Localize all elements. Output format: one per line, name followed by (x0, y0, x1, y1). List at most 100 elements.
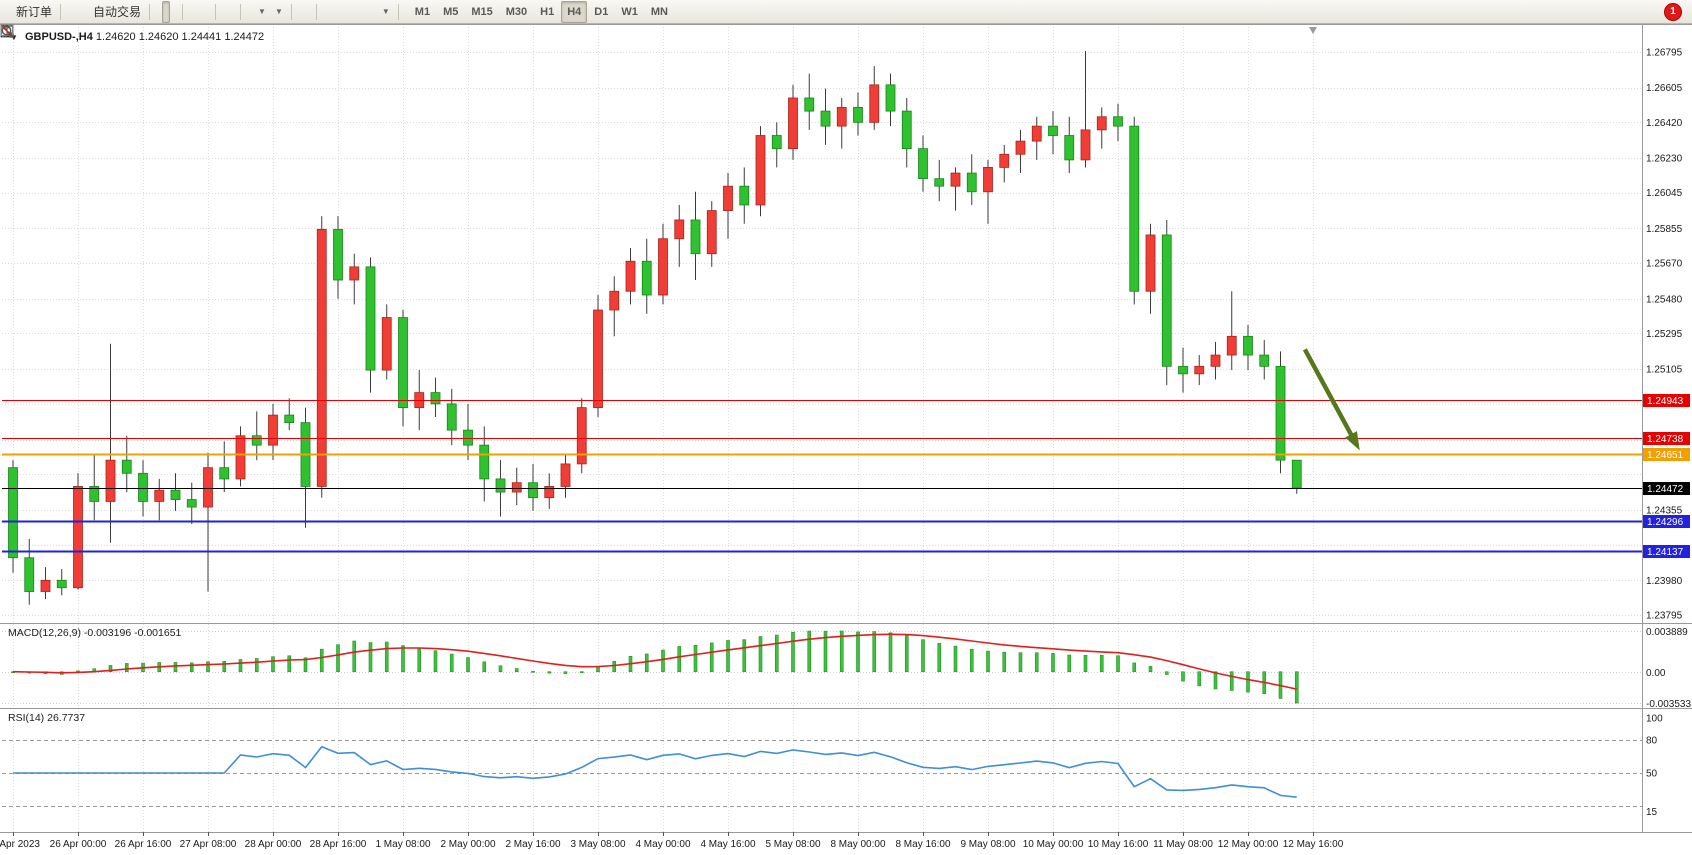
candle-body (170, 489, 181, 500)
candle (1064, 116, 1075, 174)
support-button[interactable] (2, 1, 89, 36)
search-button[interactable] (1, 1, 1658, 39)
candle-body (901, 110, 912, 150)
notification-badge[interactable]: 1 (1664, 2, 1682, 21)
tile-windows-button[interactable] (0, 1, 211, 38)
macd-bar (222, 661, 227, 673)
time-label: 4 May 16:00 (700, 839, 755, 850)
macd-bar (1181, 671, 1185, 682)
timeframe-button-m5[interactable]: M5 (443, 5, 459, 18)
channel-button[interactable] (0, 1, 353, 38)
zoom-in-button[interactable] (1, 1, 195, 38)
svg-text:1.26230: 1.26230 (1646, 154, 1683, 165)
time-label: 28 Apr 00:00 (245, 839, 302, 850)
rsi-axis-label: 80 (1646, 736, 1658, 747)
timeframe-button-h1[interactable]: H1 (540, 5, 555, 18)
candle-body (316, 228, 327, 487)
candle (1243, 325, 1253, 371)
trendline-button[interactable] (1, 1, 345, 37)
auto-trading-button[interactable]: 自动交易 (0, 1, 145, 38)
macd-bar (579, 671, 584, 673)
indicators-button[interactable] (0, 1, 253, 37)
timeframe-button-m1[interactable]: M1 (414, 5, 431, 18)
candle-body (1194, 365, 1205, 375)
macd-bar (547, 671, 552, 674)
timeframe-button-h4[interactable]: H4 (561, 0, 588, 23)
svg-text:1.23980: 1.23980 (1646, 576, 1683, 587)
time-label: 28 Apr 16:00 (310, 839, 367, 850)
templates-button[interactable]: ▼ (1, 1, 287, 37)
macd-bar (791, 631, 795, 673)
horizontal-line-button[interactable] (1, 1, 337, 32)
candle (755, 126, 766, 217)
line-chart-button[interactable] (0, 1, 178, 36)
candle (625, 248, 636, 305)
macd-bar (774, 634, 779, 673)
candle-body (105, 459, 116, 502)
candle-body (446, 403, 457, 431)
new-order-button[interactable]: 新订单 (0, 1, 56, 38)
candle-body (219, 467, 230, 480)
zoom-out-button[interactable] (1, 1, 203, 38)
candle (365, 257, 376, 393)
profile-button[interactable] (0, 1, 81, 38)
candle (918, 135, 928, 192)
candlestick-chart-button[interactable] (2, 0, 171, 37)
candle (674, 204, 685, 267)
candle (316, 216, 327, 498)
candle (804, 73, 815, 130)
macd-bar (108, 665, 113, 673)
macd-bar (1034, 652, 1039, 673)
macd-bar (531, 671, 535, 673)
candle (885, 73, 896, 127)
timeframe-button-d1[interactable]: D1 (594, 5, 609, 18)
svg-text:1.26795: 1.26795 (1646, 48, 1683, 59)
text-label-button[interactable]: T (1, 1, 377, 36)
macd-bar (1067, 654, 1072, 673)
crosshair-button[interactable] (1, 1, 312, 37)
chart-canvas[interactable]: 1.24943 1.24738 1.24651 1.24472 1.24296 1.241… (0, 24, 1692, 855)
expert-advisors-button[interactable] (0, 1, 73, 38)
macd-bar (839, 630, 844, 673)
svg-text:1.24355: 1.24355 (1646, 505, 1683, 516)
chart-shift-button[interactable] (2, 1, 236, 36)
bar-chart-button[interactable] (1, 1, 162, 36)
candle (24, 538, 35, 605)
cursor-button[interactable] (3, 1, 304, 37)
candle-body (1291, 459, 1302, 489)
time-label: 12 May 00:00 (1218, 839, 1279, 850)
candle-body (398, 317, 408, 409)
chart-shift-marker[interactable] (1309, 27, 1317, 34)
timeframe-button-mn[interactable]: MN (650, 5, 668, 18)
time-label: 4 May 00:00 (635, 839, 690, 850)
price-tag: 1.24738 (1643, 432, 1690, 445)
vertical-line-button[interactable] (6, 1, 329, 37)
candle (771, 122, 782, 168)
rsi-line (13, 745, 1297, 798)
candle (641, 238, 652, 314)
auto-scroll-button[interactable] (1, 1, 228, 36)
svg-text:1.25670: 1.25670 (1646, 259, 1683, 270)
timeframe-button-m15[interactable]: M15 (471, 5, 493, 18)
macd-bar (969, 649, 974, 673)
macd-bar (1083, 655, 1088, 673)
fibonacci-button[interactable] (1, 1, 361, 37)
arrow-annotation[interactable] (1302, 348, 1360, 451)
macd-bar (758, 636, 763, 673)
macd-bar (433, 650, 438, 673)
timeframe-button-w1[interactable]: W1 (621, 5, 638, 18)
svg-text:1.24472: 1.24472 (1647, 484, 1684, 495)
chart-window-icon[interactable] (0, 1, 14, 38)
candle-body (1080, 129, 1091, 161)
one-click-trading-toggle[interactable]: ▼ (10, 33, 18, 42)
time-axis[interactable]: 25 Apr 2023 26 Apr 00:00 26 Apr 16:00 27 Ap… (0, 832, 1344, 850)
arrows-button[interactable]: ▼ (1, 1, 394, 37)
text-button[interactable]: A (3, 1, 369, 38)
macd-bar (271, 656, 275, 673)
periods-button[interactable]: ▼ (1, 1, 270, 37)
candle (1096, 107, 1107, 149)
timeframe-button-m30[interactable]: M30 (505, 5, 528, 18)
macd-bar (563, 671, 568, 674)
macd-bar (726, 640, 730, 673)
price-axis[interactable]: 1.26795 1.26605 1.26420 1.26230 1.26045 1.258… (1646, 48, 1683, 622)
